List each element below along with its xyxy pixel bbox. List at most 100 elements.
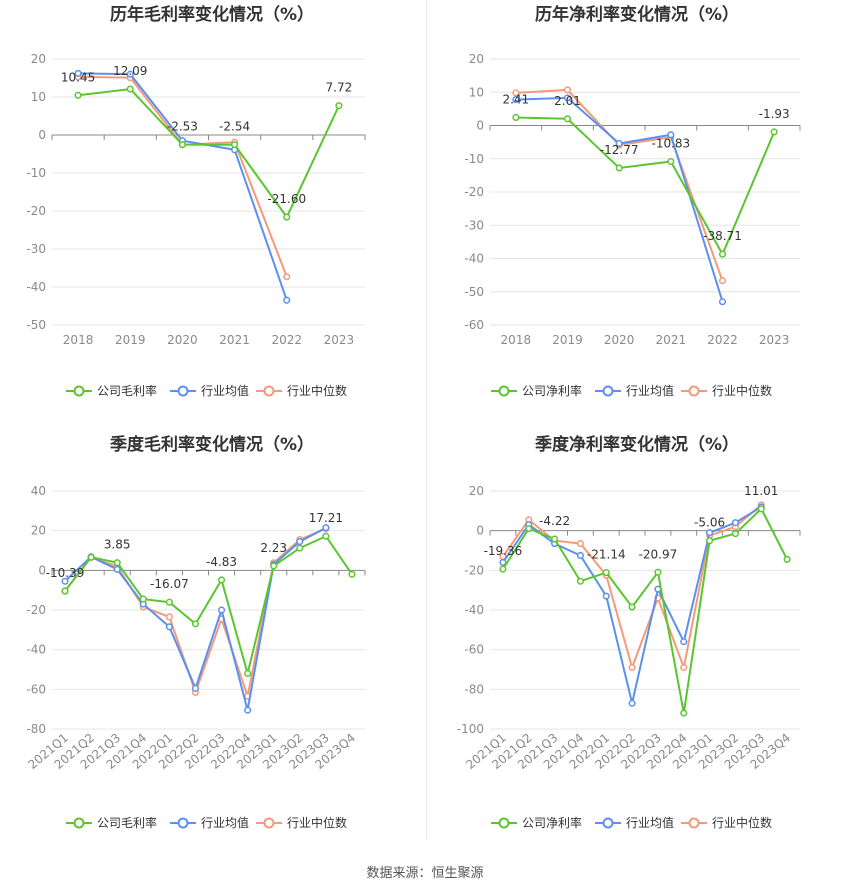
annual-gross-margin-chart: 历年毛利率变化情况（%） 20 10 0 -10 -20 -30 -40 -50 2018 2019… bbox=[0, 0, 425, 430]
legend-label-company: 公司毛利率 bbox=[97, 815, 157, 830]
legend-marker-company bbox=[498, 817, 510, 829]
legend-marker-mean bbox=[602, 817, 614, 829]
data-point-company bbox=[551, 535, 559, 543]
data-label: -21.14 bbox=[587, 548, 626, 562]
data-point-company bbox=[178, 141, 186, 149]
data-point-mean bbox=[680, 638, 688, 646]
data-point-company bbox=[667, 157, 675, 166]
x-tick-label: 2018 bbox=[501, 333, 532, 347]
data-point-company bbox=[654, 568, 662, 576]
y-tick-label: -20 bbox=[464, 185, 484, 199]
series-line-company bbox=[64, 534, 353, 678]
data-label: 2.23 bbox=[260, 541, 287, 555]
quarterly-gross-margin-svg: 季度毛利率变化情况（%）40200-20-40-60-802021Q12021Q… bbox=[25, 434, 366, 830]
data-point-company bbox=[244, 669, 252, 678]
data-point-company bbox=[87, 553, 95, 561]
legend-marker-median bbox=[263, 817, 275, 829]
x-tick-label: 2021 bbox=[656, 333, 687, 347]
legend-marker-company bbox=[73, 817, 85, 829]
series-line-mean bbox=[78, 72, 288, 301]
y-tick-label: 20 bbox=[469, 484, 484, 498]
data-point-company bbox=[499, 565, 507, 573]
y-tick-label: 0 bbox=[476, 119, 484, 133]
legend-label-median: 行业中位数 bbox=[287, 383, 347, 398]
data-label: -1.93 bbox=[759, 107, 790, 121]
x-tick-label: 2022 bbox=[707, 333, 738, 347]
y-tick-label: 0 bbox=[38, 563, 46, 577]
quarterly-gross-margin-chart: 季度毛利率变化情况（%） 40 20 0 -20 -40 -60 -80 2021Q1 2021Q… bbox=[0, 430, 425, 860]
data-point-company bbox=[731, 530, 739, 538]
data-point-company bbox=[563, 115, 572, 123]
data-source-note: 数据来源：恒生聚源 bbox=[366, 866, 484, 881]
legend-marker-mean bbox=[177, 817, 189, 829]
legend-label-company: 公司净利率 bbox=[522, 383, 582, 398]
data-point-median bbox=[680, 663, 688, 672]
y-tick-label: 20 bbox=[31, 52, 46, 66]
x-tick-label: 2020 bbox=[604, 333, 635, 347]
data-point-company bbox=[217, 576, 226, 584]
data-point-company bbox=[576, 577, 584, 585]
y-tick-label: -60 bbox=[464, 643, 484, 657]
legend-label-company: 公司毛利率 bbox=[97, 383, 157, 398]
chart-title: 季度毛利率变化情况（%） bbox=[110, 434, 314, 455]
y-tick-label: 10 bbox=[31, 90, 46, 104]
data-point-mean bbox=[718, 298, 727, 306]
data-point-mean bbox=[706, 529, 714, 537]
x-tick-label: 2022 bbox=[271, 333, 302, 347]
data-point-mean bbox=[499, 558, 507, 566]
series-line-company bbox=[502, 507, 788, 714]
y-tick-label: -100 bbox=[457, 722, 484, 736]
data-label: -10.39 bbox=[46, 566, 85, 580]
y-tick-label: 40 bbox=[31, 484, 46, 498]
data-label: -10.83 bbox=[651, 137, 690, 151]
data-point-mean bbox=[731, 519, 739, 527]
data-point-company bbox=[126, 85, 134, 93]
data-point-company bbox=[680, 709, 688, 717]
data-label: 10.45 bbox=[61, 70, 95, 84]
legend-label-median: 行业中位数 bbox=[712, 383, 772, 398]
annual-gross-margin-svg: 历年毛利率变化情况（%） 20 10 0 -10 -20 -30 -40 -50 2018 2019… bbox=[26, 4, 366, 398]
annual-net-margin-chart: 历年净利率变化情况（%） 20 10 0 -10 -20 -30 -40 -50 -60 2018 2… bbox=[425, 0, 850, 430]
data-point-company bbox=[706, 537, 714, 545]
data-label: 3.85 bbox=[104, 538, 131, 552]
y-tick-label: -80 bbox=[464, 682, 484, 696]
data-point-mean bbox=[602, 592, 610, 600]
data-label: 2.01 bbox=[554, 94, 581, 108]
x-tick-label: 2019 bbox=[115, 333, 146, 347]
legend-marker-median bbox=[688, 385, 700, 397]
data-point-mean bbox=[126, 70, 134, 78]
y-tick-label: -10 bbox=[464, 152, 484, 166]
data-point-company bbox=[139, 595, 147, 603]
data-point-mean bbox=[165, 623, 173, 631]
legend-label-mean: 行业均值 bbox=[201, 383, 249, 398]
data-label: 12.09 bbox=[113, 64, 147, 78]
panel-divider bbox=[426, 0, 427, 840]
legend-label-mean: 行业均值 bbox=[201, 815, 249, 830]
series-line-company bbox=[515, 116, 776, 257]
data-point-company bbox=[348, 570, 356, 578]
series-line-median bbox=[78, 75, 288, 278]
x-tick-label: 2018 bbox=[63, 333, 94, 347]
data-point-company bbox=[74, 91, 82, 99]
data-label: -16.07 bbox=[150, 577, 189, 591]
data-point-median bbox=[576, 540, 584, 548]
series-line-company bbox=[77, 88, 340, 220]
data-point-median bbox=[283, 273, 291, 281]
data-point-company bbox=[61, 587, 69, 595]
data-point-median bbox=[512, 89, 520, 97]
y-tick-label: 20 bbox=[31, 524, 46, 538]
data-point-company bbox=[296, 544, 304, 552]
quarterly-net-margin-svg: 季度净利率变化情况（%）200-20-40-60-80-1002021Q1202… bbox=[457, 434, 801, 830]
data-label: 2.41 bbox=[502, 92, 529, 106]
x-tick-label: 2021 bbox=[219, 333, 250, 347]
data-point-median bbox=[165, 613, 173, 621]
data-point-company bbox=[283, 213, 291, 221]
y-tick-label: -40 bbox=[26, 643, 46, 657]
data-label: -4.83 bbox=[206, 555, 237, 569]
data-point-mean bbox=[576, 551, 584, 560]
data-point-mean bbox=[283, 296, 291, 304]
y-tick-label: 20 bbox=[469, 52, 484, 66]
legend-marker-mean bbox=[177, 385, 189, 397]
y-tick-label: 0 bbox=[476, 524, 484, 538]
data-point-company bbox=[512, 113, 520, 122]
